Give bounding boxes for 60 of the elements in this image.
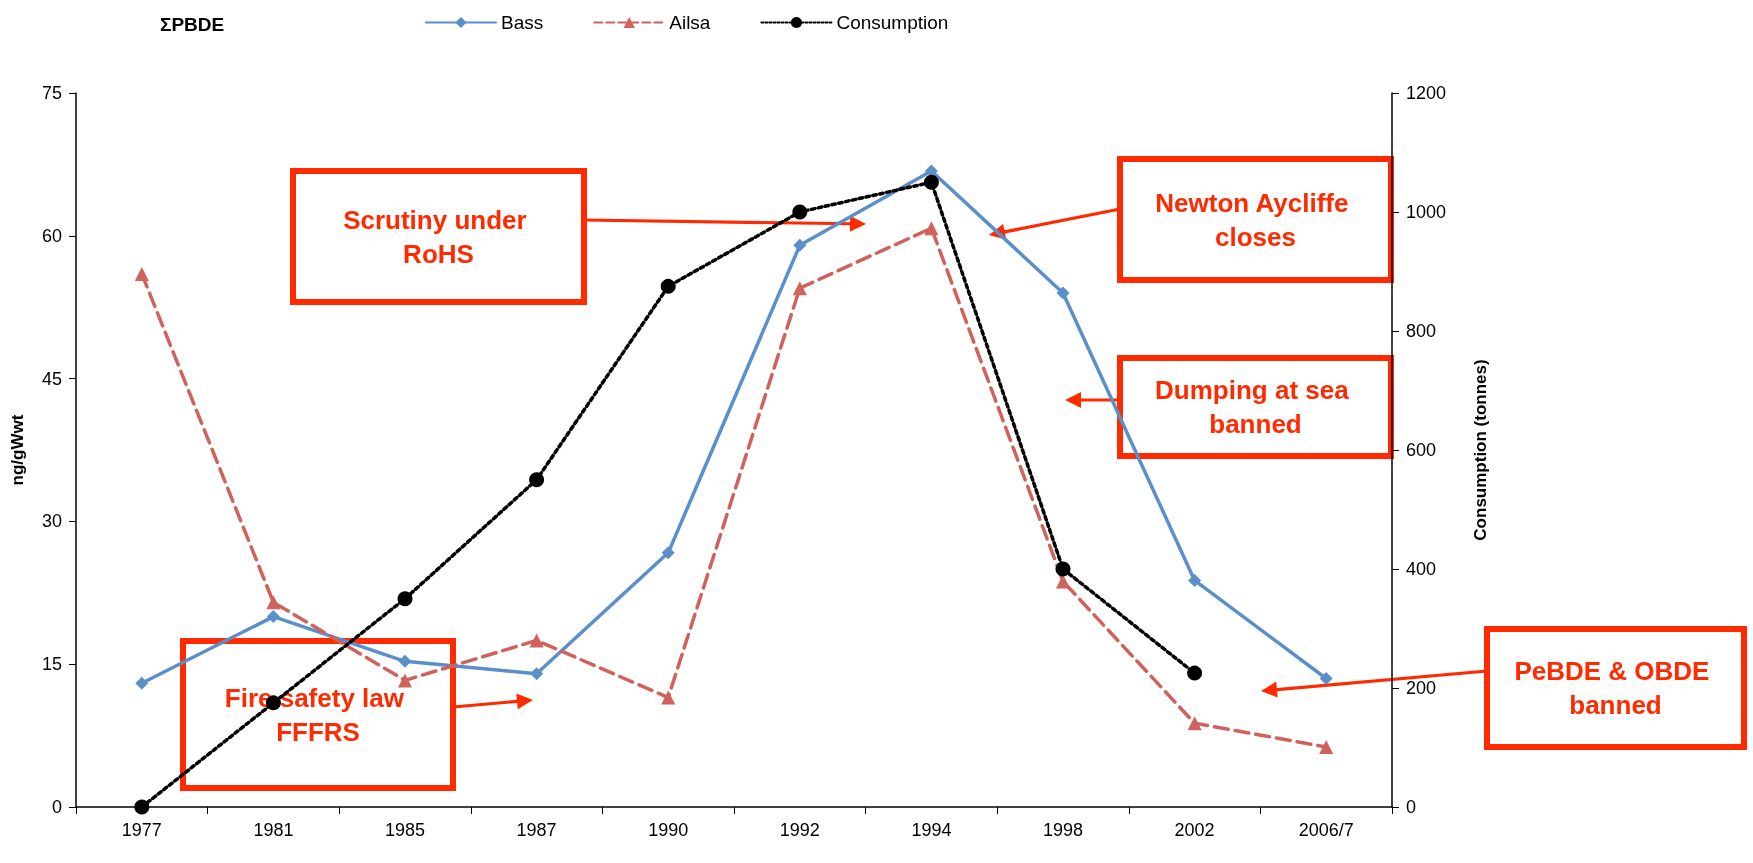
point <box>266 595 281 610</box>
y-tick-label: 75 <box>41 83 62 103</box>
point <box>924 221 939 236</box>
point <box>1056 286 1070 300</box>
legend-label: Consumption <box>836 12 949 33</box>
y2-tick-label: 0 <box>1406 797 1417 817</box>
point <box>1319 671 1333 685</box>
x-tick-label: 2006/7 <box>1298 820 1354 840</box>
x-tick-label: 2002 <box>1174 820 1215 840</box>
point <box>134 799 150 815</box>
y2-tick-label: 600 <box>1406 440 1437 460</box>
x-tick-label: 1992 <box>779 820 820 840</box>
point <box>661 690 676 705</box>
x-tick-label: 1990 <box>648 820 689 840</box>
point <box>1056 574 1070 589</box>
point <box>1187 716 1202 731</box>
point <box>1187 665 1203 681</box>
x-tick-label: 1987 <box>516 820 557 840</box>
legend-label: Ailsa <box>669 12 711 33</box>
y2-tick-label: 400 <box>1406 559 1437 579</box>
point <box>792 281 807 296</box>
point <box>1188 573 1202 587</box>
text: PeBDE & OBDE banned <box>1514 656 1717 720</box>
point <box>793 238 807 252</box>
x-tick-label: 1977 <box>121 820 162 840</box>
point <box>529 472 545 488</box>
annotation: Newton Aycliffe closes <box>1155 187 1356 252</box>
y-tick-label: 45 <box>41 368 62 389</box>
y-tick-label: 15 <box>41 654 62 675</box>
y2-tick-label: 1200 <box>1406 83 1447 103</box>
point <box>398 673 412 688</box>
point <box>792 204 808 220</box>
y-tick-label: 30 <box>41 511 62 532</box>
point <box>661 546 675 560</box>
point <box>398 654 412 668</box>
point <box>266 610 280 624</box>
y2-tick-label: 1000 <box>1406 202 1447 222</box>
annotation: Scrutiny under RoHS <box>343 204 534 269</box>
point <box>397 591 413 607</box>
y-tick-label: 60 <box>41 225 62 246</box>
y-tick-label: 0 <box>51 797 62 817</box>
point <box>923 174 939 190</box>
point <box>530 667 544 681</box>
point <box>1319 740 1334 755</box>
annotation: Dumping at sea banned <box>1155 375 1356 439</box>
y2-tick-label: 200 <box>1406 678 1437 698</box>
y2-axis-title: Consumption (tonnes) <box>1471 359 1490 541</box>
x-tick-label: 1998 <box>1042 820 1084 840</box>
legend-label: Bass <box>501 12 544 33</box>
y2-tick-label: 800 <box>1406 321 1437 341</box>
point <box>529 633 544 648</box>
chart-title: ΣPBDE <box>160 14 225 35</box>
point <box>660 278 676 294</box>
x-tick-label: 1985 <box>384 820 426 840</box>
point <box>1055 561 1071 577</box>
x-tick-label: 1994 <box>911 820 952 840</box>
x-tick-label: 1981 <box>253 820 294 840</box>
point <box>134 266 149 281</box>
point <box>135 676 149 690</box>
y-axis-title: ng/gWwt <box>8 414 27 486</box>
